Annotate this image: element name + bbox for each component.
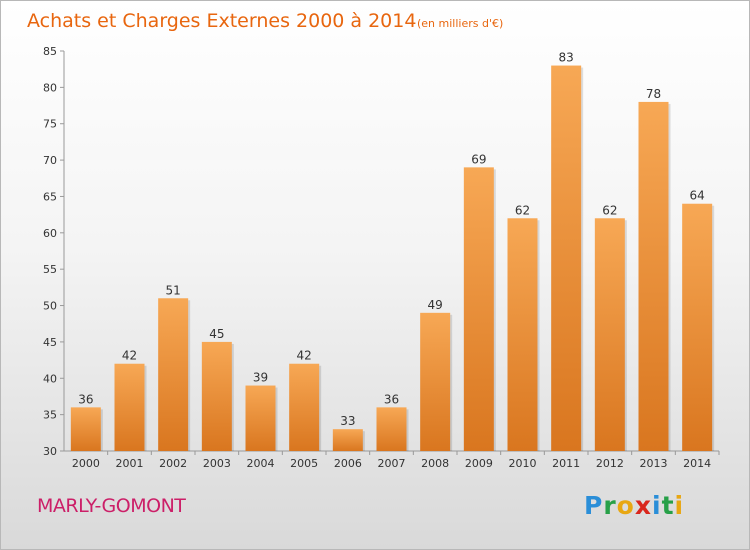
proxiti-logo: Proxiti [584, 491, 684, 520]
data-label-2002: 51 [166, 283, 181, 297]
chart-bars: 36 42 51 45 39 42 33 36 49 69 62 83 62 78 64 [70, 51, 715, 451]
data-label-2011: 83 [559, 51, 574, 65]
bar-2010 [507, 218, 538, 451]
y-tick-label: 35 [43, 409, 57, 422]
x-tick-label-2008: 2008 [421, 457, 449, 470]
logo-letter: P [584, 491, 604, 520]
y-tick-label: 40 [43, 372, 57, 385]
bar-2006 [332, 429, 363, 451]
x-tick-label-2001: 2001 [116, 457, 144, 470]
x-tick-label-2012: 2012 [596, 457, 624, 470]
x-tick-label-2002: 2002 [159, 457, 187, 470]
y-tick-label: 70 [43, 154, 57, 167]
bar-2007 [376, 407, 407, 451]
data-label-2014: 64 [690, 189, 705, 203]
y-tick-label: 30 [43, 445, 57, 458]
data-label-2007: 36 [384, 392, 399, 406]
y-tick-label: 65 [43, 190, 57, 203]
x-tick-label-2000: 2000 [72, 457, 100, 470]
data-label-2005: 42 [297, 349, 312, 363]
bar-2001 [114, 363, 145, 451]
data-label-2013: 78 [646, 87, 661, 101]
logo-letter: x [634, 491, 652, 520]
y-tick-label: 80 [43, 81, 57, 94]
logo-letter: o [616, 491, 635, 520]
x-tick-label-2011: 2011 [552, 457, 580, 470]
bar-2003 [201, 341, 232, 451]
data-label-2012: 62 [602, 203, 617, 217]
y-tick-label: 85 [43, 45, 57, 58]
bar-2009 [463, 167, 494, 451]
data-label-2000: 36 [78, 392, 93, 406]
bar-2000 [70, 407, 101, 451]
x-tick-label-2009: 2009 [465, 457, 493, 470]
data-label-2006: 33 [340, 414, 355, 428]
data-label-2003: 45 [209, 327, 224, 341]
commune-name: MARLY-GOMONT [37, 495, 186, 517]
x-tick-label-2004: 2004 [247, 457, 275, 470]
logo-letter: i [674, 491, 685, 520]
y-tick-label: 50 [43, 300, 57, 313]
data-label-2009: 69 [471, 152, 486, 166]
x-tick-label-2003: 2003 [203, 457, 231, 470]
data-label-2004: 39 [253, 371, 268, 385]
data-label-2010: 62 [515, 203, 530, 217]
chart-title: Achats et Charges Externes 2000 à 2014 [27, 10, 416, 32]
data-label-2008: 49 [428, 298, 443, 312]
chart-axes: 30 35 40 45 50 55 60 65 70 75 80 85 2000 2001 2002 2003… [43, 45, 720, 470]
x-tick-label-2014: 2014 [683, 457, 711, 470]
chart-unit: (en milliers d'€) [417, 17, 503, 30]
data-label-2001: 42 [122, 349, 137, 363]
bar-2004 [245, 385, 276, 451]
x-tick-label-2013: 2013 [640, 457, 668, 470]
x-tick-label-2007: 2007 [378, 457, 406, 470]
y-tick-label: 45 [43, 336, 57, 349]
logo-letter: i [652, 491, 662, 520]
bar-2013 [638, 101, 669, 451]
x-tick-label-2010: 2010 [509, 457, 537, 470]
y-tick-label: 55 [43, 263, 57, 276]
bar-2008 [420, 312, 451, 451]
bar-2011 [551, 65, 582, 451]
y-tick-label: 75 [43, 118, 57, 131]
logo-letter: t [661, 491, 675, 520]
bar-2005 [289, 363, 320, 451]
x-tick-label-2005: 2005 [290, 457, 318, 470]
logo-letter: r [603, 491, 617, 520]
bar-2002 [158, 298, 189, 451]
y-tick-label: 60 [43, 227, 57, 240]
bar-2014 [682, 203, 713, 451]
x-tick-label-2006: 2006 [334, 457, 362, 470]
bar-2012 [594, 218, 625, 451]
